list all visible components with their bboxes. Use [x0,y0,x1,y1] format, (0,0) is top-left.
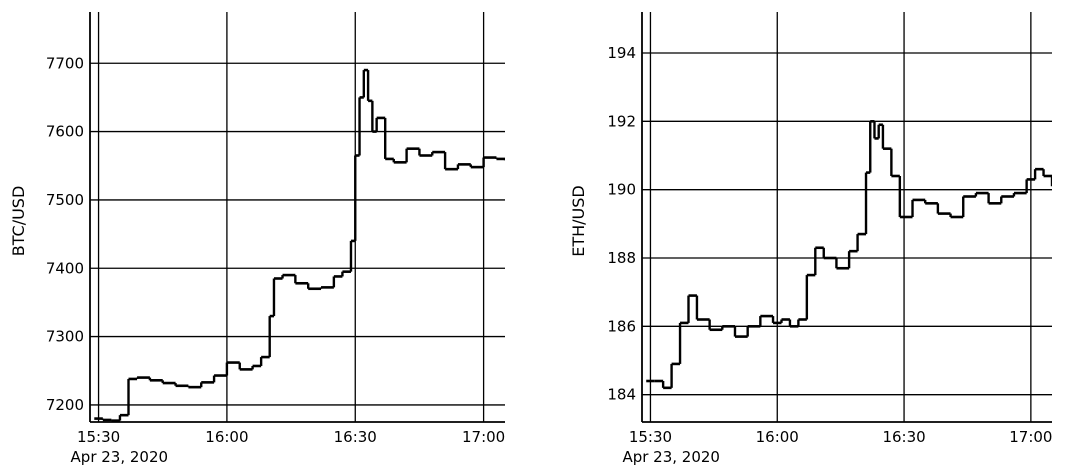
price-series-eth [646,120,1052,390]
y-tick-label: 184 [607,386,636,404]
y-axis-label: BTC/USD [9,186,28,257]
y-tick-label: 186 [607,317,636,335]
x-tick-label: 16:30 [334,428,377,446]
price-series-btc [94,68,505,422]
x-tick-label: 16:30 [882,428,925,446]
x-tick-label: 15:30 [77,428,120,446]
y-tick-label: 7200 [46,396,84,414]
x-tick-label: 15:30 [629,428,672,446]
eth-usd-chart: 184 186 188 190 192 194 15:30 16:00 16:30 17:00 Ap… [569,12,1052,466]
x-tick-label: 16:00 [756,428,799,446]
y-axis-label: ETH/USD [569,185,588,257]
btc-usd-chart: 7200 7300 7400 7500 7600 7700 15:30 16:00 16:30 1… [9,12,505,466]
y-tick-label: 192 [607,112,636,130]
x-date-label: Apr 23, 2020 [71,448,169,466]
y-tick-label: 188 [607,249,636,267]
x-tick-label: 16:00 [205,428,248,446]
x-tick-label: 17:00 [1009,428,1052,446]
y-tick-label: 7400 [46,259,84,277]
x-date-label: Apr 23, 2020 [622,448,720,466]
y-tick-label: 7300 [46,328,84,346]
x-tick-label: 17:00 [462,428,505,446]
y-tick-label: 7500 [46,191,84,209]
y-tick-label: 190 [607,181,636,199]
y-tick-label: 7700 [46,54,84,72]
y-tick-label: 194 [607,44,636,62]
y-tick-label: 7600 [46,123,84,141]
